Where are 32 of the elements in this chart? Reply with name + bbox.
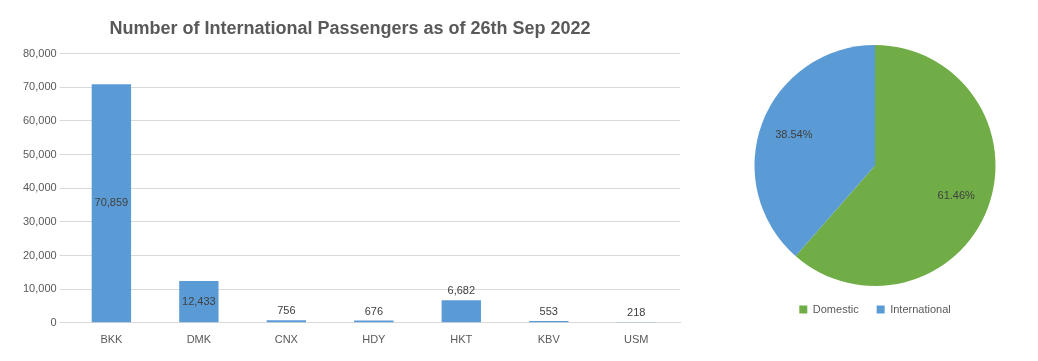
data-label: 38.54% xyxy=(775,127,813,140)
bar xyxy=(441,300,481,323)
data-label: 12,433 xyxy=(182,294,216,307)
x-tick-label: BKK xyxy=(100,333,124,346)
data-label: 61.46% xyxy=(937,189,976,202)
y-tick-label: 60,000 xyxy=(22,113,57,126)
y-tick-label: 10,000 xyxy=(22,282,57,295)
y-tick-label: 0 xyxy=(50,315,57,328)
y-tick-label: 40,000 xyxy=(22,181,57,194)
data-label: 676 xyxy=(364,304,383,317)
bar xyxy=(179,280,219,323)
data-label: 756 xyxy=(277,304,296,317)
data-label: 553 xyxy=(539,304,558,317)
data-label: 6,682 xyxy=(447,284,476,297)
x-tick-label: CNX xyxy=(274,333,299,346)
chart-title: Number of International Passengers as of 26th Sep 2022 xyxy=(109,17,591,38)
y-tick-label: 80,000 xyxy=(22,46,57,59)
x-tick-label: KBV xyxy=(537,333,561,346)
x-tick-label: HDY xyxy=(362,333,387,346)
bar xyxy=(266,320,307,323)
data-label: 218 xyxy=(627,306,646,319)
y-tick-label: 50,000 xyxy=(22,147,57,160)
data-label: 70,859 xyxy=(94,196,129,209)
x-tick-label: USM xyxy=(624,333,649,346)
x-tick-label: DMK xyxy=(186,333,212,346)
y-tick-label: 20,000 xyxy=(22,248,57,261)
y-tick-label: 70,000 xyxy=(22,80,57,93)
x-tick-label: HKT xyxy=(450,333,473,346)
y-tick-label: 30,000 xyxy=(22,214,57,227)
legend-label: Domestic xyxy=(812,302,860,315)
bar xyxy=(91,84,132,323)
legend-label: International xyxy=(890,302,951,315)
